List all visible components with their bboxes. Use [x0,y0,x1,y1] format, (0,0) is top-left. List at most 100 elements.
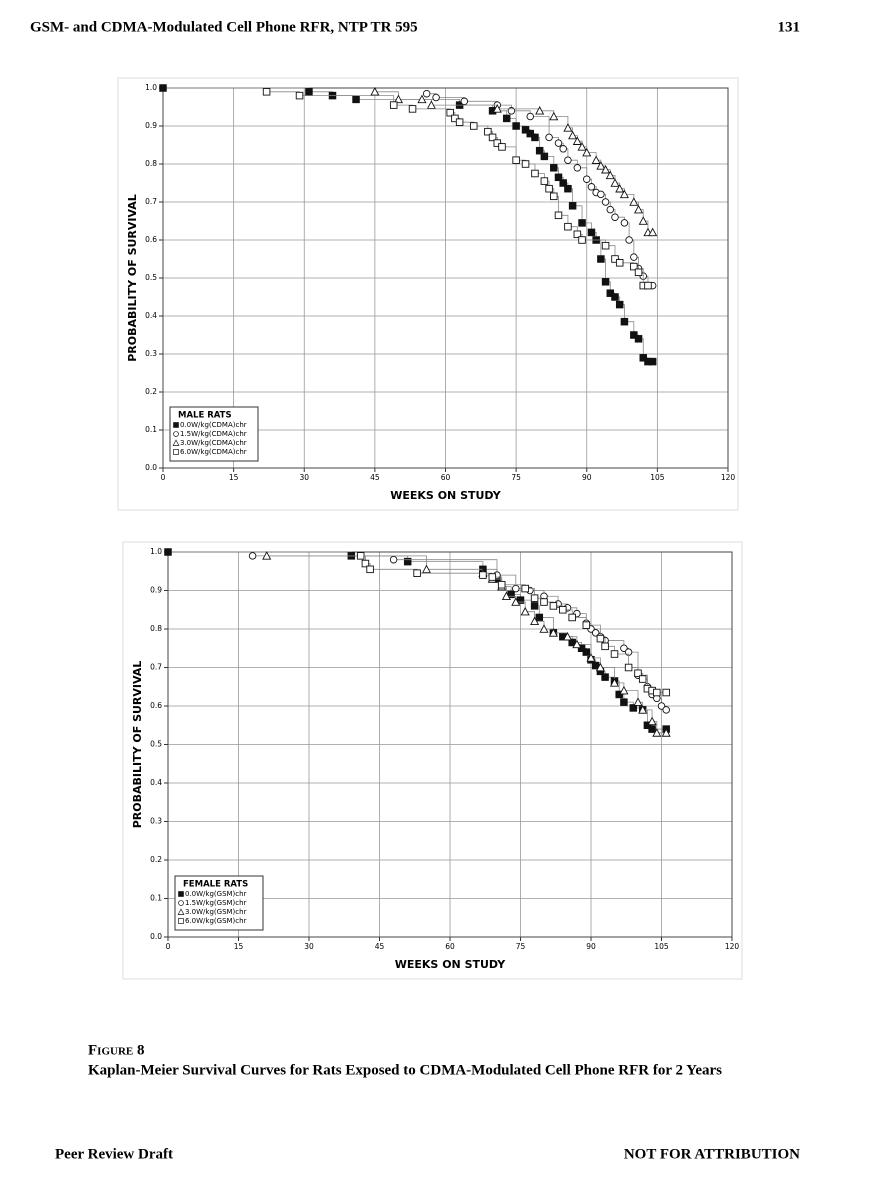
survival-point [488,133,497,142]
survival-point [648,357,657,366]
survival-point [550,164,558,172]
survival-point [595,662,605,672]
survival-point [512,156,520,164]
survival-point [643,721,652,730]
y-tick-label: 0.9 [145,121,157,130]
y-axis-label: PROBABILITY OF SURVIVAL [131,661,144,829]
survival-point [591,155,601,164]
survival-point [577,644,586,653]
survival-point [634,669,642,678]
survival-point [582,147,592,157]
survival-point [550,192,558,201]
survival-point [633,697,643,706]
survival-point [615,300,624,309]
survival-point [352,95,360,104]
footer-left: Peer Review Draft [55,1146,173,1162]
survival-point [573,164,582,172]
survival-point [577,142,587,151]
survival-point [492,104,502,113]
survival-point [611,255,619,263]
survival-point [370,87,380,96]
survival-point [583,175,591,183]
survival-point [601,673,609,681]
survival-point [597,255,605,263]
survival-point [634,335,643,343]
survival-point [619,189,629,199]
survival-point [597,190,605,199]
survival-point [647,716,657,726]
survival-point [356,552,365,560]
step-segment [614,653,629,668]
survival-point [446,108,454,117]
survival-point [596,161,606,170]
legend-marker [173,422,179,428]
survival-point [611,293,619,301]
y-tick-label: 0.4 [150,778,162,787]
y-tick-label: 0.6 [145,235,157,244]
survival-point [620,698,628,706]
x-tick-label: 90 [586,942,596,951]
survival-point [460,97,469,106]
survival-point [545,184,553,193]
x-tick-label: 60 [445,942,455,951]
x-tick-label: 15 [234,942,244,951]
survival-point [540,598,548,606]
survival-point [559,179,567,187]
survival-point [620,644,628,653]
survival-point [530,602,539,610]
survival-point [591,629,600,637]
survival-point [638,705,648,714]
legend-entry: 3.0W/kg(CDMA)chr [180,439,247,447]
survival-point [638,675,647,683]
legend-marker [178,918,184,924]
y-tick-label: 0.6 [150,701,162,710]
survival-point [609,678,620,687]
survival-point [572,136,582,145]
survival-point [601,241,610,250]
survival-point [540,177,549,185]
survival-point [540,152,549,161]
y-tick-label: 0.0 [145,463,157,472]
survival-point [564,184,572,193]
y-tick-label: 1.0 [145,83,157,92]
survival-point [479,571,487,579]
survival-point [564,222,572,231]
survival-point [511,597,521,606]
step-segment [530,116,550,138]
legend-box [174,875,264,931]
survival-point [531,133,539,142]
survival-point [661,728,671,737]
y-tick-label: 0.5 [150,740,162,749]
survival-point [615,183,625,193]
survival-point [164,548,172,556]
survival-point [630,262,638,271]
legend-entry: 6.0W/kg(GSM)chr [185,917,247,925]
survival-point [601,278,610,286]
step-segment [586,624,601,639]
survival-point [625,236,633,244]
survival-point [512,122,520,130]
survival-point [601,642,609,651]
survival-point [657,702,666,710]
survival-point [639,354,648,362]
survival-point [422,89,431,98]
survival-point [582,621,591,629]
x-tick-label: 60 [441,473,451,482]
survival-point [630,331,638,339]
survival-point [531,169,539,178]
survival-point [615,259,624,267]
survival-point [652,728,662,737]
legend-box [169,406,259,462]
x-axis-label: WEEKS ON STUDY [390,489,502,502]
survival-point [484,127,492,136]
step-segment [502,146,517,161]
figure-label: Figure 8 [88,1042,144,1058]
legend-title: MALE RATS [178,411,232,421]
survival-point [582,648,591,656]
survival-point [497,580,506,589]
survival-point [568,130,578,140]
survival-point [408,105,417,113]
survival-point [587,228,596,237]
x-tick-label: 30 [299,473,309,482]
